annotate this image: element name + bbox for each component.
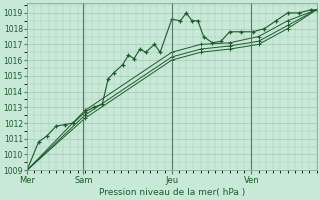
- X-axis label: Pression niveau de la mer( hPa ): Pression niveau de la mer( hPa ): [99, 188, 245, 197]
